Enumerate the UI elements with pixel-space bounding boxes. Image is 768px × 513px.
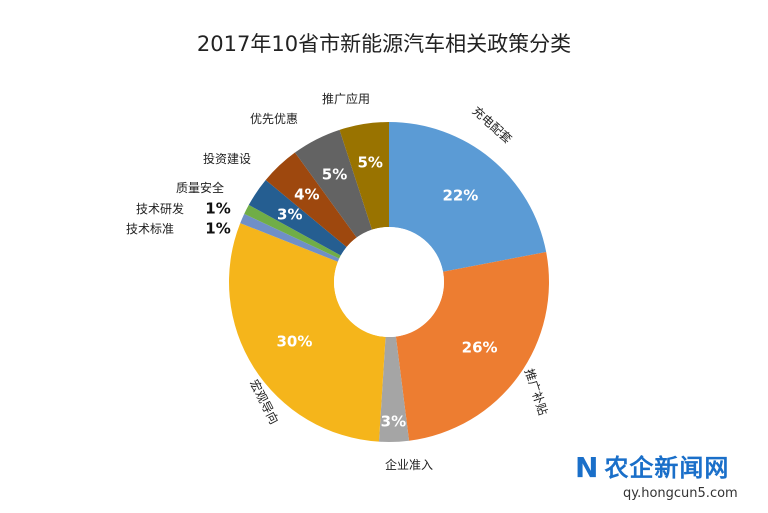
data-label-7: 4% xyxy=(294,185,320,204)
watermark-url: qy.hongcun5.com xyxy=(623,486,738,501)
category-label-6: 质量安全 xyxy=(176,181,225,195)
data-label-0: 22% xyxy=(442,186,479,205)
data-label-6: 3% xyxy=(277,205,303,224)
data-label-9: 5% xyxy=(357,153,383,172)
chart-title: 2017年10省市新能源汽车相关政策分类 xyxy=(196,32,572,56)
data-label-5: 1% xyxy=(205,199,231,218)
slice-9 xyxy=(339,122,389,230)
slice-0 xyxy=(389,122,547,272)
slice-4 xyxy=(240,213,340,262)
slice-1 xyxy=(395,252,549,441)
category-label-2: 企业准入 xyxy=(385,458,434,472)
data-label-8: 5% xyxy=(321,165,348,184)
data-label-4: 1% xyxy=(205,219,231,238)
slice-6 xyxy=(248,180,347,256)
data-label-3: 30% xyxy=(276,332,313,351)
watermark: N 农企新闻网 qy.hongcun5.com xyxy=(575,451,738,502)
donut-hole xyxy=(334,227,444,337)
watermark-brand: 农企新闻网 xyxy=(604,454,730,482)
category-label-7: 投资建设 xyxy=(203,152,252,166)
category-label-9: 推广应用 xyxy=(322,92,371,106)
category-label-8: 优先优惠 xyxy=(250,112,299,126)
watermark-logo-mark: N xyxy=(575,451,599,484)
slice-7 xyxy=(265,152,357,247)
slice-3 xyxy=(229,223,386,442)
slice-2 xyxy=(378,336,410,442)
slice-8 xyxy=(294,129,373,238)
data-label-2: 3% xyxy=(380,412,407,431)
category-label-5: 技术研发 xyxy=(136,202,185,216)
slice-5 xyxy=(244,204,341,259)
category-label-4: 技术标准 xyxy=(126,222,175,236)
data-label-1: 26% xyxy=(461,338,498,357)
